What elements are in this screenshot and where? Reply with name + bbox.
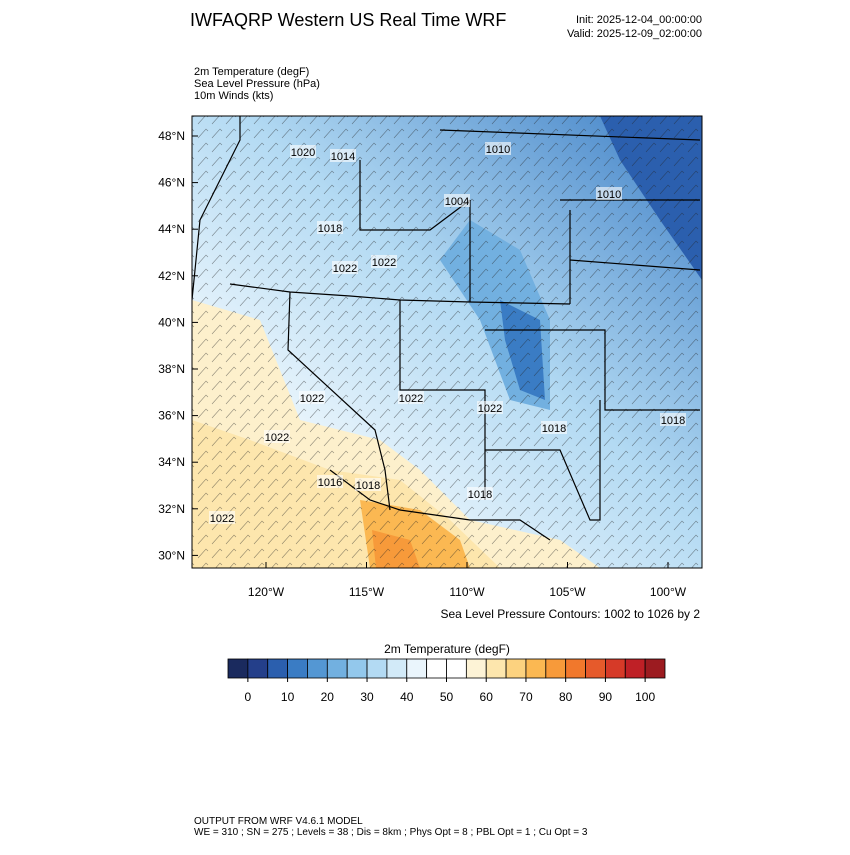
colorbar-tick-label: 70 xyxy=(519,690,533,704)
contour-label-box xyxy=(444,194,470,207)
init: Init: 2025-12-04_00:00:00 xyxy=(576,14,702,26)
valid: Valid: 2025-12-09_02:00:00 xyxy=(567,28,702,40)
field-label: 2m Temperature (degF) xyxy=(194,66,309,78)
contour-label-box xyxy=(290,145,316,158)
colorbar-box xyxy=(386,658,408,679)
contour-label: 1022 xyxy=(478,403,502,415)
colorbar-box xyxy=(585,658,606,679)
lat-label: 44°N xyxy=(158,222,185,236)
contour-label: 1018 xyxy=(356,480,380,492)
lat-label: 34°N xyxy=(158,455,185,469)
colorbar-tick-label: 80 xyxy=(559,690,573,704)
colorbar-box xyxy=(485,658,507,679)
colorbar-box xyxy=(366,658,388,679)
contour-label: 1022 xyxy=(300,393,324,405)
colorbar-tick-label: 10 xyxy=(281,690,295,704)
contour-label-box xyxy=(332,261,358,274)
colorbar-tick-label: 50 xyxy=(440,690,454,704)
colorbar-box xyxy=(545,658,567,679)
map xyxy=(192,116,702,568)
map-frame xyxy=(191,115,703,569)
contour-label-box xyxy=(209,511,235,524)
lon-label: 110°W xyxy=(449,585,485,599)
lat-label: 42°N xyxy=(158,269,185,283)
contour-label-box xyxy=(330,149,356,162)
colorbar-box xyxy=(406,658,428,679)
lon-label: 120°W xyxy=(248,585,285,599)
colorbar-box xyxy=(465,658,487,679)
contour-label: 1022 xyxy=(265,432,289,444)
contour-label: 1016 xyxy=(318,477,342,489)
colorbar-box xyxy=(624,658,646,679)
lon-label: 100°W xyxy=(650,585,687,599)
contour-label-box xyxy=(355,478,381,491)
footer-line: OUTPUT FROM WRF V4.6.1 MODEL xyxy=(194,816,363,827)
contour-label-box xyxy=(264,430,290,443)
colorbar-box xyxy=(307,658,328,679)
contour-label-box xyxy=(398,391,424,404)
colorbar-box xyxy=(505,658,527,679)
colorbar-tick-label: 0 xyxy=(245,690,252,704)
contour-label-box xyxy=(371,255,397,268)
field-label: Sea Level Pressure (hPa) xyxy=(194,78,320,90)
contour-label-box xyxy=(485,142,511,155)
contour-label-box xyxy=(317,221,343,234)
contour-label: 1010 xyxy=(597,189,621,201)
contour-label-box xyxy=(660,413,686,426)
contour-label: 1018 xyxy=(468,489,492,501)
contour-label: 1022 xyxy=(372,257,396,269)
contour-label: 1022 xyxy=(333,263,357,275)
lat-label: 46°N xyxy=(158,176,185,190)
colorbar-tick-label: 90 xyxy=(599,690,613,704)
lat-label: 38°N xyxy=(158,362,185,376)
colorbar-box xyxy=(446,658,467,679)
colorbar-box xyxy=(644,658,666,679)
colorbar-box xyxy=(565,658,586,679)
colorbar-tick-label: 30 xyxy=(360,690,374,704)
contour-label-box xyxy=(596,187,622,200)
footer-line: WE = 310 ; SN = 275 ; Levels = 38 ; Dis … xyxy=(194,827,588,838)
contour-label: 1018 xyxy=(542,423,566,435)
lat-label: 40°N xyxy=(158,315,185,329)
colorbar-box xyxy=(426,658,447,679)
contour-label: 1010 xyxy=(486,144,510,156)
contour-label-box xyxy=(477,401,503,414)
lat-label: 30°N xyxy=(158,548,185,562)
contour-label-box xyxy=(299,391,325,404)
contour-label: 1018 xyxy=(318,223,342,235)
contour-label: 1018 xyxy=(661,415,685,427)
field-label: 10m Winds (kts) xyxy=(194,90,273,102)
lat-label: 48°N xyxy=(158,129,185,143)
lon-label: 115°W xyxy=(349,585,385,599)
contour-label: 1022 xyxy=(210,513,234,525)
colorbar-tick-label: 40 xyxy=(400,690,414,704)
colorbar-tick-label: 20 xyxy=(321,690,335,704)
contour-label: 1020 xyxy=(291,147,315,159)
contour-label-box xyxy=(467,487,493,500)
contour-label-box xyxy=(317,475,343,488)
colorbar-tick-label: 60 xyxy=(480,690,494,704)
contour-label: 1004 xyxy=(445,196,469,208)
colorbar-box xyxy=(525,658,547,679)
colorbar-box xyxy=(247,658,269,679)
contour-label-box xyxy=(541,421,567,434)
map-caption: Sea Level Pressure Contours: 1002 to 102… xyxy=(441,607,701,621)
title: IWFAQRP Western US Real Time WRF xyxy=(190,10,506,30)
contour-label: 1022 xyxy=(399,393,423,405)
colorbar-box xyxy=(346,658,368,679)
colorbar-box xyxy=(326,658,348,679)
colorbar-tick-label: 100 xyxy=(635,690,655,704)
contour-label: 1014 xyxy=(331,151,355,163)
colorbar-box xyxy=(267,658,288,679)
colorbar-box xyxy=(287,658,308,679)
colorbar-box xyxy=(605,658,626,679)
lat-label: 32°N xyxy=(158,502,185,516)
lon-label: 105°W xyxy=(549,585,586,599)
colorbar-box xyxy=(227,658,249,679)
lat-label: 36°N xyxy=(158,409,185,423)
colorbar-title: 2m Temperature (degF) xyxy=(384,642,510,656)
